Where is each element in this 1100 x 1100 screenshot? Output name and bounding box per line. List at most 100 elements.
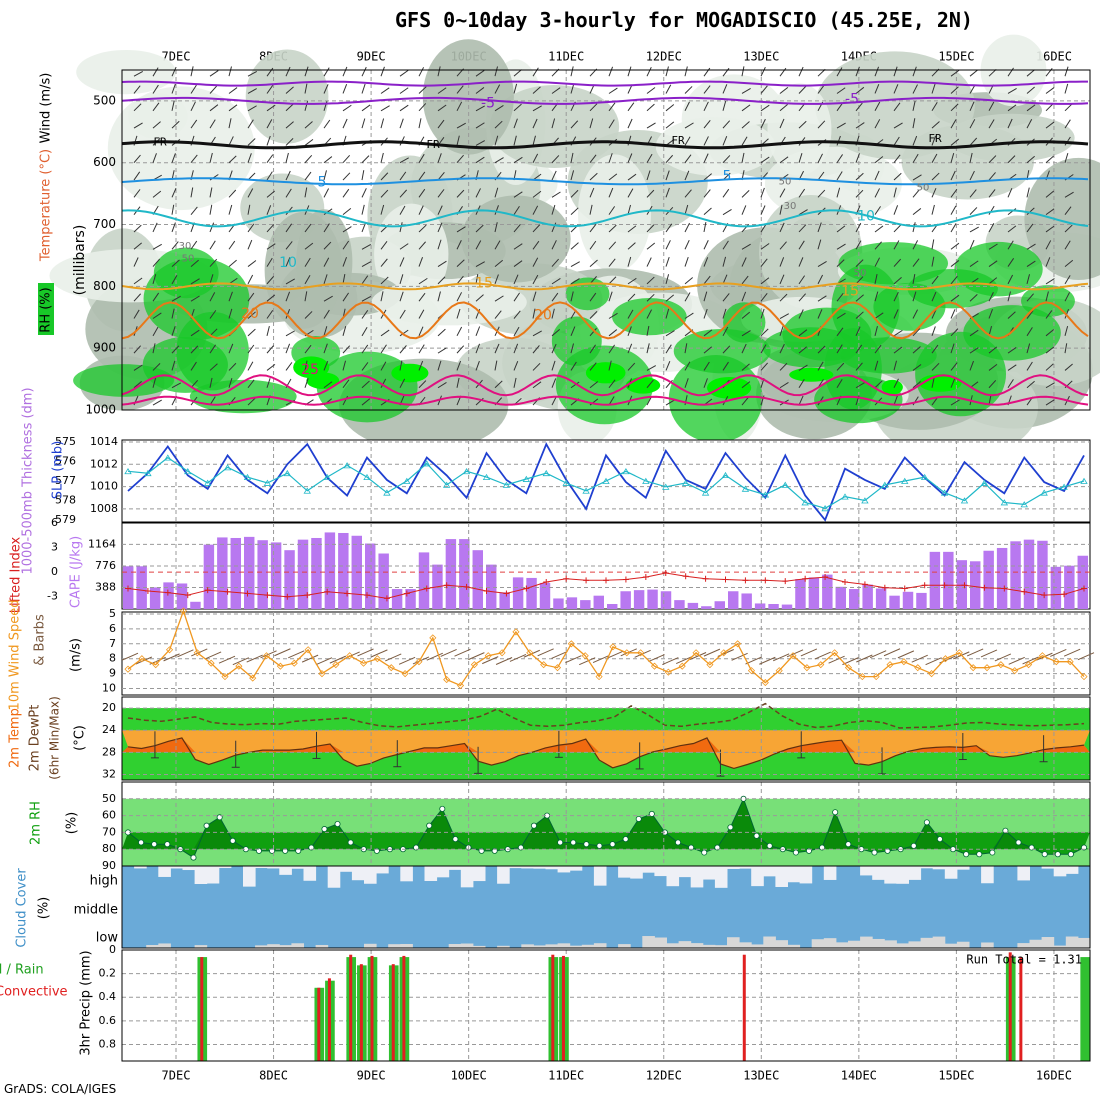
date-label-top: 12DEC — [646, 50, 682, 64]
thickness-marker — [184, 467, 192, 475]
wind-barb — [133, 85, 141, 94]
wind-barb — [133, 293, 142, 302]
thickness-marker — [642, 477, 650, 484]
rh-marker — [439, 805, 446, 812]
wind-barb — [1026, 293, 1034, 302]
contour-label-temp: 25 — [301, 362, 319, 378]
li-marker — [1021, 588, 1028, 595]
wind-speed-marker — [207, 659, 215, 667]
wind-barb — [342, 379, 350, 389]
cape-bar — [754, 603, 766, 609]
date-label-bottom: 13DEC — [743, 1069, 779, 1083]
thickness-marker — [442, 481, 451, 488]
rh-shade-saturated — [391, 363, 429, 383]
wind-barb — [779, 67, 787, 77]
wind-barb — [589, 223, 597, 233]
wind-barb — [950, 343, 955, 354]
wind-barb — [247, 379, 255, 389]
rh-shade-moist — [73, 364, 174, 397]
wind-barb-10m — [135, 656, 153, 665]
wind-barb — [817, 261, 827, 268]
li-marker — [1081, 585, 1087, 592]
wind-barb — [798, 309, 804, 319]
wind-speed-marker — [1080, 673, 1088, 681]
wind-barb — [855, 153, 860, 163]
wind-barb — [722, 84, 728, 94]
wind-barb — [874, 360, 879, 371]
thickness-marker — [323, 473, 331, 480]
wind-barb — [532, 153, 539, 163]
wind-barb — [437, 104, 447, 112]
wind-barb — [152, 377, 157, 388]
cloud-low-gap — [835, 942, 849, 948]
temp-contour — [121, 301, 1089, 340]
wind-barb — [304, 360, 308, 371]
li-marker — [742, 577, 749, 584]
credit-text: GrADS: COLA/IGES — [4, 1082, 117, 1096]
precip-convective-bar — [370, 955, 374, 1061]
wind-barb — [190, 259, 199, 267]
cloud-high-gap — [944, 866, 958, 879]
wind-barb — [399, 118, 404, 129]
wind-barb — [133, 189, 141, 198]
wind-barb — [855, 172, 864, 181]
wind-speed-marker — [138, 655, 146, 663]
wind-barb — [399, 345, 407, 354]
wind-barb — [1007, 379, 1014, 389]
thickness-marker — [701, 489, 710, 496]
freezing-level — [121, 140, 1089, 150]
wind-barb-10m — [980, 649, 998, 658]
cape-bar — [512, 577, 524, 609]
wind-barb — [532, 67, 539, 77]
cape-bar — [566, 597, 578, 609]
ylabel-rh: RH (%) — [39, 287, 54, 332]
cloud-low-gap — [533, 945, 546, 948]
precip-convective-bar — [200, 957, 204, 1061]
rh-shade — [422, 39, 514, 155]
rh-shade — [374, 203, 449, 305]
wind-barb — [627, 225, 637, 233]
wind-barb — [684, 240, 690, 250]
wind-speed-marker — [692, 649, 700, 657]
thickness-tick-label: 575 — [55, 435, 76, 448]
wind-barb — [1007, 364, 1017, 371]
wind-barb — [380, 329, 390, 337]
wind-barb — [133, 345, 142, 354]
rh-shade-moist — [915, 331, 1007, 417]
ylabel-2m-dewpt: 2m DewPt — [28, 705, 43, 772]
wind-barb — [133, 257, 139, 267]
cloud-low-gap — [388, 944, 401, 948]
li-marker — [583, 577, 590, 584]
wind-barb — [380, 204, 385, 215]
wind-barb — [722, 135, 728, 146]
wind-barb — [988, 172, 996, 181]
wind-barb — [893, 154, 901, 164]
wind-barb — [893, 346, 903, 354]
cloud-high-gap — [339, 866, 353, 872]
rh-shade-saturated — [789, 367, 834, 382]
wind-speed-marker — [609, 643, 617, 651]
wind-speed-marker — [290, 659, 298, 667]
cloud-low-gap — [823, 938, 837, 948]
cloud-low-gap — [364, 943, 377, 948]
thickness-marker — [721, 471, 730, 479]
wind-barb — [779, 343, 785, 354]
wind-barb — [684, 189, 692, 198]
rh-marker — [1015, 839, 1022, 846]
rh-shade — [577, 154, 652, 273]
wind-barb — [456, 308, 461, 319]
wind-barb — [304, 83, 308, 94]
precip-convective-bar — [742, 954, 746, 1061]
wind-barb — [798, 85, 807, 94]
wind-barb-10m — [925, 657, 942, 666]
rh-shade-moist — [316, 351, 418, 423]
wind-barb — [665, 294, 675, 302]
wind-barb — [323, 67, 330, 77]
wind-barb — [304, 378, 309, 388]
cape-bar — [1010, 541, 1021, 609]
wind-barb — [133, 242, 142, 250]
wind-barb — [456, 360, 462, 371]
wind-speed-marker — [567, 640, 575, 648]
wind-barb — [209, 240, 216, 250]
wind-barb — [988, 346, 998, 354]
